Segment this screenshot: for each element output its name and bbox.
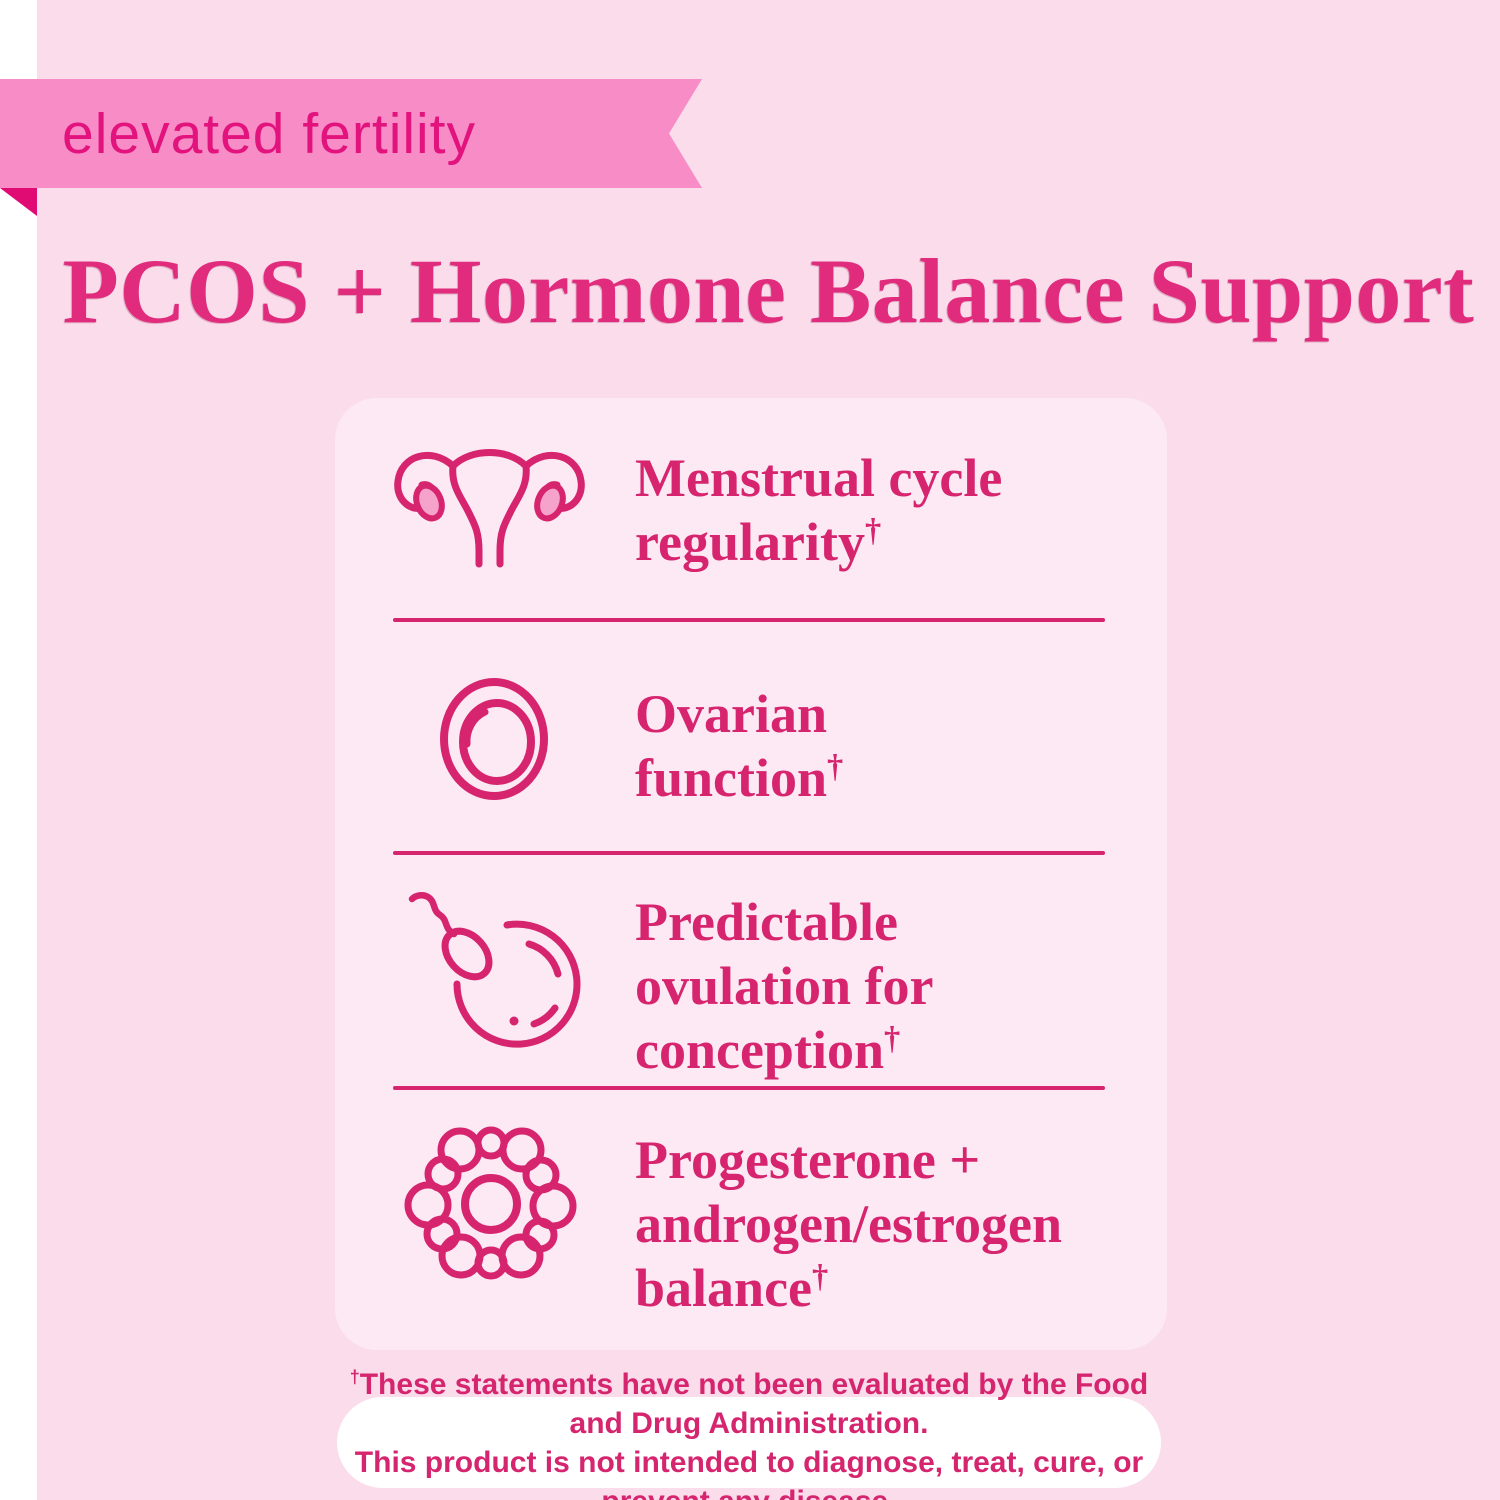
dagger-footnote-mark: † xyxy=(349,1366,360,1387)
uterus-ovaries-icon xyxy=(394,449,585,568)
feature-line: Menstrual cycle xyxy=(635,448,1003,508)
feature-line: balance xyxy=(635,1258,813,1318)
dagger-footnote-mark: † xyxy=(812,1259,829,1295)
row-divider xyxy=(393,1086,1105,1090)
brand-ribbon: elevated fertility xyxy=(0,79,702,188)
feature-line: Ovarian xyxy=(635,684,828,744)
row-divider xyxy=(393,851,1105,855)
feature-line: Predictable xyxy=(635,892,898,952)
sperm-egg-icon xyxy=(408,892,581,1048)
feature-label: Ovarian function† xyxy=(635,682,843,810)
brand-name: elevated fertility xyxy=(62,101,477,166)
row-divider xyxy=(393,618,1105,622)
feature-line: regularity xyxy=(635,512,865,572)
page-title: PCOS + Hormone Balance Support xyxy=(62,240,1475,342)
feature-line: conception xyxy=(635,1020,884,1080)
feature-label: Progesterone + androgen/estrogen balance… xyxy=(635,1128,1062,1320)
dagger-footnote-mark: † xyxy=(884,1021,901,1057)
dagger-footnote-mark: † xyxy=(827,749,844,785)
dagger-footnote-mark: † xyxy=(864,513,882,549)
feature-line: ovulation for xyxy=(635,956,934,1016)
disclaimer-line-2: This product is not intended to diagnose… xyxy=(354,1445,1144,1500)
feature-line: function xyxy=(635,748,828,808)
disclaimer-line-1: †These statements have not been evaluate… xyxy=(349,1366,1149,1440)
benefits-card: Menstrual cycle regularity† Ovarian func… xyxy=(335,398,1167,1350)
feature-line: Progesterone + xyxy=(635,1130,981,1190)
left-page-edge xyxy=(0,0,37,1500)
feature-label: Predictable ovulation for conception† xyxy=(635,890,934,1082)
feature-label: Menstrual cycle regularity† xyxy=(635,446,1002,574)
fda-disclaimer: †These statements have not been evaluate… xyxy=(337,1368,1161,1500)
feature-line: androgen/estrogen xyxy=(635,1194,1063,1254)
ovum-cell-icon xyxy=(440,678,548,800)
cell-cluster-icon xyxy=(404,1126,577,1280)
